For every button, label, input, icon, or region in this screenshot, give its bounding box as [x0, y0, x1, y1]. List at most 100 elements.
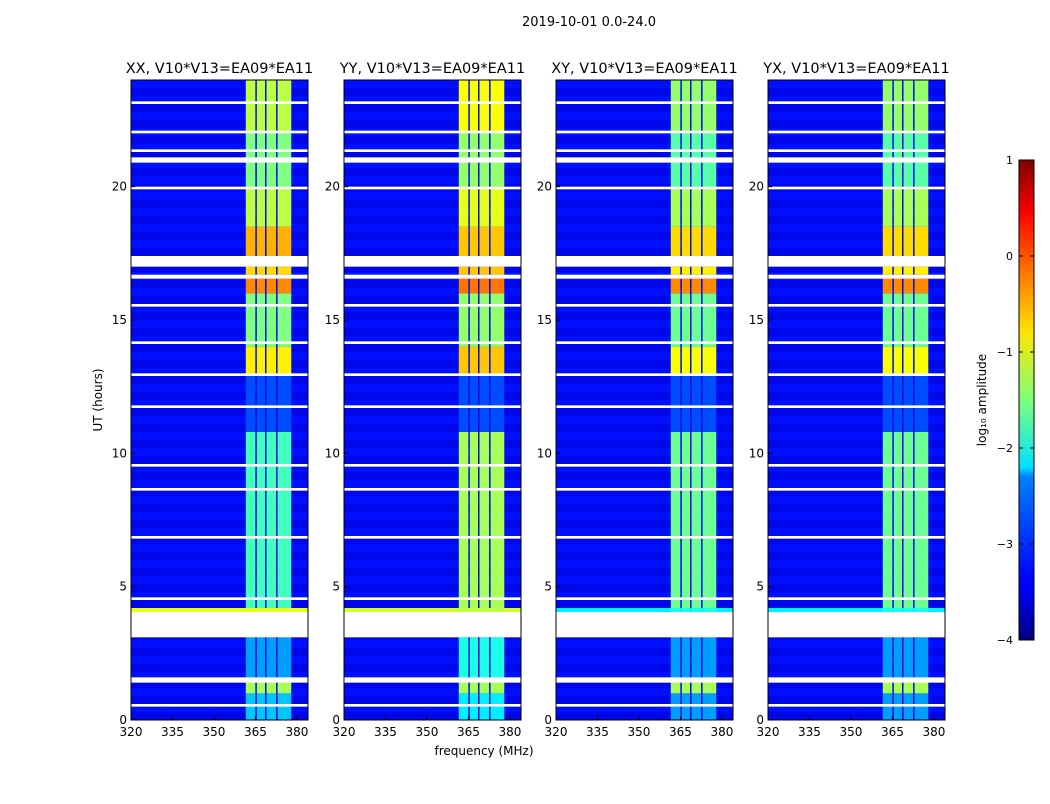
- flagged-row: [768, 341, 945, 344]
- panel-title: YX, V10*V13=EA09*EA11: [762, 61, 949, 77]
- heatmap-cell: [903, 637, 914, 680]
- heatmap-cell: [903, 80, 914, 134]
- heatmap-cell: [479, 186, 490, 227]
- heatmap-cell: [344, 488, 521, 496]
- heatmap-cell: [768, 200, 945, 208]
- heatmap-cell: [344, 696, 521, 704]
- flagged-row: [768, 464, 945, 467]
- heatmap-cell: [344, 104, 521, 112]
- heatmap-cell: [691, 226, 702, 256]
- y-tick-label: 20: [325, 180, 340, 194]
- heatmap-cell: [131, 472, 308, 480]
- heatmap-cell: [893, 293, 903, 347]
- heatmap-cell: [245, 680, 256, 694]
- x-tick-label: 380: [710, 725, 733, 739]
- heatmap-cell: [702, 80, 717, 134]
- flagged-row: [768, 274, 945, 279]
- heatmap-cell: [670, 346, 681, 376]
- heatmap-cell: [131, 312, 308, 320]
- heatmap-cell: [458, 278, 469, 294]
- heatmap-cell: [490, 376, 505, 406]
- heatmap-cell: [458, 346, 469, 376]
- heatmap-cell: [914, 432, 929, 608]
- heatmap-cell: [277, 637, 292, 680]
- heatmap-cell: [691, 376, 702, 406]
- heatmap-cell: [469, 680, 479, 694]
- heatmap-cell: [256, 432, 266, 608]
- heatmap-cell: [344, 280, 521, 288]
- heatmap-cell: [131, 152, 308, 160]
- x-tick-label: 365: [457, 725, 480, 739]
- flagged-row: [768, 488, 945, 491]
- heatmap-cell: [893, 408, 903, 432]
- heatmap-cell: [691, 346, 702, 376]
- heatmap-cell: [131, 440, 308, 448]
- heatmap-cell: [266, 226, 277, 256]
- heatmap-cell: [469, 293, 479, 347]
- heatmap-cell: [882, 408, 893, 432]
- heatmap-cell: [266, 637, 277, 680]
- flagged-row: [556, 612, 733, 638]
- flagged-row: [768, 304, 945, 307]
- heatmap-cell: [490, 293, 505, 347]
- flagged-row: [344, 157, 521, 163]
- heatmap-cell: [131, 232, 308, 240]
- heatmap-cell: [882, 637, 893, 680]
- flagged-row: [344, 536, 521, 539]
- colorbar: [1018, 159, 1035, 641]
- heatmap-cell: [277, 186, 292, 227]
- heatmap-cell: [702, 408, 717, 432]
- flagged-row: [768, 405, 945, 408]
- heatmap-cell: [691, 432, 702, 608]
- heatmap-cell: [556, 568, 733, 576]
- heatmap-cell: [768, 664, 945, 672]
- heatmap-cell: [882, 293, 893, 347]
- heatmap-cell: [131, 392, 308, 400]
- heatmap-cell: [458, 376, 469, 406]
- flagged-row: [131, 704, 308, 707]
- x-tick-label: 365: [244, 725, 267, 739]
- heatmap-cell: [670, 80, 681, 134]
- x-tick-label: 335: [161, 725, 184, 739]
- heatmap-cell: [256, 278, 266, 294]
- heatmap-cell: [344, 248, 521, 256]
- heatmap-cell: [556, 504, 733, 512]
- heatmap-cell: [670, 432, 681, 608]
- heatmap-cell: [131, 104, 308, 112]
- heatmap-cell: [490, 637, 505, 680]
- heatmap-cell: [768, 280, 945, 288]
- heatmap-cell: [903, 278, 914, 294]
- heatmap-cell: [768, 520, 945, 528]
- heatmap-cell: [691, 680, 702, 694]
- heatmap-cell: [914, 346, 929, 376]
- heatmap-cell: [768, 584, 945, 592]
- heatmap-cell: [914, 408, 929, 432]
- flagged-row: [344, 704, 521, 707]
- flagged-row: [131, 130, 308, 134]
- heatmap-cell: [882, 266, 893, 275]
- flagged-row: [344, 274, 521, 279]
- heatmap-cell: [266, 408, 277, 432]
- flagged-row: [344, 677, 521, 683]
- heatmap-cell: [245, 376, 256, 406]
- heatmap-cell: [266, 186, 277, 227]
- heatmap-cell: [490, 186, 505, 227]
- heatmap-cell: [469, 637, 479, 680]
- x-tick-label: 335: [374, 725, 397, 739]
- heatmap-cell: [256, 376, 266, 406]
- heatmap-cell: [344, 440, 521, 448]
- heatmap-cell: [882, 432, 893, 608]
- heatmap-cell: [914, 186, 929, 227]
- heatmap-cell: [344, 456, 521, 464]
- y-tick-label: 0: [119, 713, 127, 727]
- x-tick-label: 380: [498, 725, 521, 739]
- heatmap-cell: [914, 226, 929, 256]
- heatmap-cell: [490, 346, 505, 376]
- heatmap-cell: [131, 696, 308, 704]
- heatmap-cell: [344, 264, 521, 272]
- heatmap-cell: [893, 186, 903, 227]
- heatmap-cell: [256, 80, 266, 134]
- heatmap-cell: [681, 408, 691, 432]
- flagged-row: [556, 704, 733, 707]
- x-tick-label: 350: [203, 725, 226, 739]
